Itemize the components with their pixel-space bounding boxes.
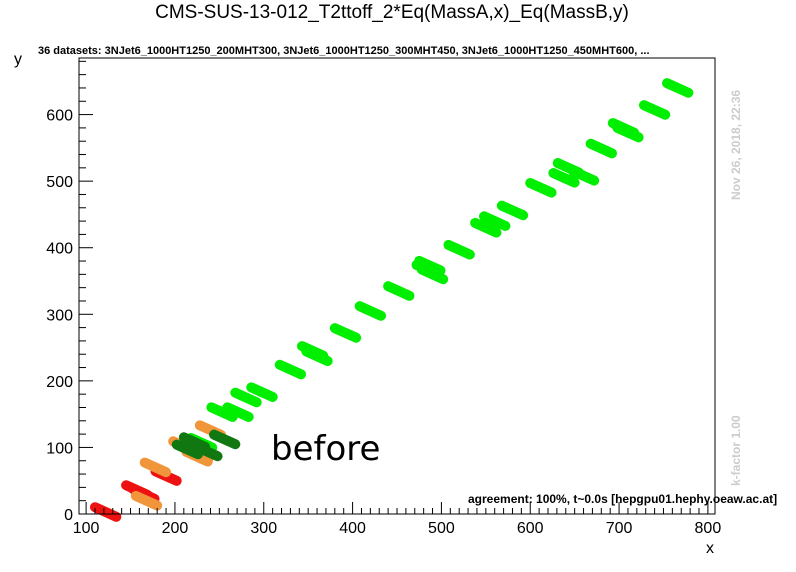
data-point-green: [301, 346, 333, 367]
x-axis-label: x: [706, 540, 714, 557]
x-axis: 100 200 300 400 500 600 700 800: [73, 502, 722, 537]
data-point-green: [443, 239, 475, 260]
chart-subtitle: 36 datasets: 3NJet6_1000HT1250_200MHT300…: [38, 45, 650, 57]
data-point-green: [548, 168, 580, 188]
data-point-green: [414, 255, 446, 276]
data-point-green: [479, 211, 511, 231]
before-annotation: before: [271, 429, 380, 469]
x-tick-label: 500: [428, 520, 455, 537]
data-point-darkgreen: [191, 441, 223, 462]
chart-title: CMS-SUS-13-012_T2ttoff_2*Eq(MassA,x)_Eq(…: [155, 2, 629, 23]
y-tick-label: 400: [46, 241, 73, 258]
data-point-orange: [139, 457, 172, 478]
timestamp-label: Nov 26, 2018, 22:36: [729, 90, 743, 200]
data-point-green: [612, 122, 644, 143]
data-point-green: [585, 138, 617, 159]
data-marks: [89, 78, 694, 522]
y-tick-label: 200: [46, 374, 73, 391]
data-point-green: [567, 166, 600, 186]
data-point-green: [274, 359, 307, 380]
y-axis: 0 100 200 300 400 500 600: [46, 60, 93, 524]
x-tick-label: 700: [606, 520, 633, 537]
x-tick-label: 600: [517, 520, 544, 537]
x-tick-label: 200: [162, 520, 189, 537]
data-point-green: [222, 402, 254, 422]
data-point-green: [662, 78, 694, 98]
data-point-green: [416, 264, 449, 285]
x-tick-label: 400: [339, 520, 366, 537]
x-tick-label: 100: [73, 520, 100, 537]
data-point-darkgreen: [209, 429, 241, 450]
data-point-green: [638, 100, 671, 120]
data-point-green: [496, 200, 529, 221]
data-point-green: [525, 178, 557, 198]
y-tick-label: 600: [46, 108, 73, 125]
x-tick-label: 300: [250, 520, 277, 537]
y-tick-label: 0: [64, 507, 73, 524]
data-point-darkgreen: [171, 439, 204, 460]
agreement-text: agreement: 100%, t~0.0s [hepgpu01.hephy.…: [468, 492, 777, 506]
x-tick-label: 800: [695, 520, 722, 537]
y-tick-label: 100: [46, 440, 73, 457]
y-tick-label: 300: [46, 307, 73, 324]
y-axis-label: y: [14, 51, 22, 68]
data-point-green: [206, 402, 238, 422]
data-point-green: [383, 281, 415, 301]
data-point-green: [230, 387, 262, 408]
data-point-green: [329, 323, 362, 343]
data-point-green: [354, 301, 387, 321]
k-factor-label: k-factor 1.00: [729, 415, 743, 486]
data-point-green: [246, 382, 278, 402]
data-point-orange: [130, 490, 163, 511]
data-point-green: [470, 217, 502, 238]
data-point-red: [89, 502, 122, 522]
y-tick-label: 500: [46, 174, 73, 191]
